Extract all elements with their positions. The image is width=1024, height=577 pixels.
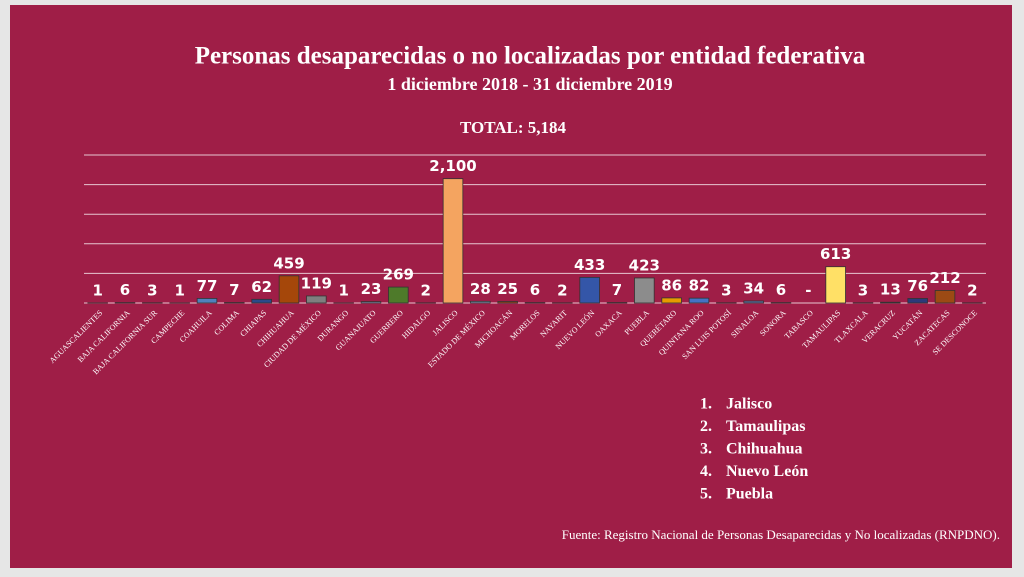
total: TOTAL: 5,184 bbox=[460, 118, 567, 137]
bar bbox=[825, 266, 846, 304]
bar bbox=[688, 297, 710, 304]
ranking-number: 2. bbox=[700, 418, 712, 435]
value-label: 7 bbox=[229, 281, 239, 299]
value-label: 433 bbox=[574, 256, 605, 274]
value-label: 2 bbox=[557, 281, 567, 299]
value-label: 423 bbox=[629, 256, 660, 274]
ranking-number: 3. bbox=[700, 441, 712, 458]
value-label: 1 bbox=[338, 281, 348, 299]
bar bbox=[251, 298, 272, 304]
bar bbox=[907, 298, 928, 304]
value-label: 2,100 bbox=[429, 157, 476, 175]
value-label: 76 bbox=[907, 277, 928, 295]
value-label: 6 bbox=[120, 281, 130, 299]
bar bbox=[306, 295, 327, 304]
ranking-name: Nuevo León bbox=[726, 463, 808, 480]
bar bbox=[360, 301, 382, 304]
bar bbox=[278, 275, 300, 304]
value-label: 34 bbox=[743, 279, 764, 297]
value-label: 23 bbox=[361, 280, 382, 298]
value-label: 28 bbox=[470, 280, 491, 298]
bar bbox=[880, 301, 901, 304]
ranking-number: 5. bbox=[700, 486, 712, 503]
chart-title: Personas desaparecidas o no localizadas … bbox=[195, 43, 866, 70]
value-label: 2 bbox=[420, 281, 430, 299]
ranking-number: 4. bbox=[700, 463, 712, 480]
ranking-name: Tamaulipas bbox=[726, 418, 805, 435]
value-label: 7 bbox=[612, 281, 622, 299]
value-label: 62 bbox=[251, 278, 272, 296]
value-label: 212 bbox=[929, 269, 960, 287]
ranking-name: Puebla bbox=[726, 486, 773, 503]
value-label: 6 bbox=[530, 281, 540, 299]
value-label: 1 bbox=[92, 281, 102, 299]
bar bbox=[196, 298, 218, 304]
value-label: 13 bbox=[880, 281, 901, 299]
bar bbox=[579, 276, 600, 304]
bar bbox=[743, 300, 764, 304]
ranking-name: Chihuahua bbox=[726, 441, 803, 458]
bar bbox=[634, 277, 655, 304]
bar bbox=[442, 178, 464, 304]
value-label: 3 bbox=[147, 281, 157, 299]
chart-subtitle: 1 diciembre 2018 - 31 diciembre 2019 bbox=[387, 74, 672, 94]
value-label: 6 bbox=[776, 281, 786, 299]
value-label: - bbox=[805, 282, 811, 300]
source: Fuente: Registro Nacional de Personas De… bbox=[562, 527, 1000, 542]
value-label: 82 bbox=[689, 277, 710, 295]
ranking-number: 1. bbox=[700, 396, 712, 413]
value-label: 269 bbox=[383, 266, 414, 284]
value-label: 3 bbox=[721, 281, 731, 299]
value-label: 25 bbox=[497, 280, 518, 298]
value-label: 3 bbox=[858, 281, 868, 299]
bar bbox=[388, 286, 409, 304]
bar bbox=[934, 290, 956, 304]
value-label: 459 bbox=[273, 254, 304, 272]
ranking-name: Jalisco bbox=[726, 396, 772, 413]
value-label: 2 bbox=[967, 281, 977, 299]
bar bbox=[497, 301, 518, 304]
value-label: 119 bbox=[301, 274, 332, 292]
value-label: 77 bbox=[197, 277, 218, 295]
bar bbox=[661, 297, 682, 304]
bar bbox=[470, 300, 491, 304]
value-label: 1 bbox=[174, 281, 184, 299]
value-label: 86 bbox=[661, 276, 682, 294]
value-label: 613 bbox=[820, 245, 851, 263]
